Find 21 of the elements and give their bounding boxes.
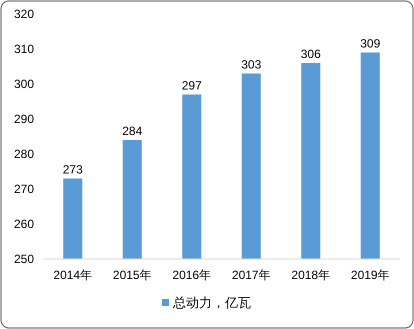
- legend-label: 总动力，亿瓦: [172, 295, 251, 310]
- x-tick-label: 2017年: [232, 268, 271, 282]
- y-tick-label: 290: [14, 112, 34, 126]
- y-tick-label: 270: [14, 182, 34, 196]
- x-tick-label: 2019年: [350, 268, 390, 282]
- y-tick-label: 250: [14, 252, 34, 266]
- data-label: 303: [241, 58, 262, 72]
- x-tick-label: 2015年: [112, 268, 152, 282]
- y-tick-label: 280: [14, 147, 34, 161]
- y-tick-label: 310: [14, 42, 34, 56]
- x-tick-label: 2018年: [291, 268, 330, 282]
- data-label: 297: [182, 78, 202, 92]
- y-tick-label: 320: [14, 7, 34, 21]
- data-label: 306: [300, 47, 322, 61]
- x-tick-label: 2016年: [172, 268, 212, 282]
- data-label: 273: [62, 162, 84, 176]
- data-label: 284: [122, 124, 143, 138]
- x-tick-label: 2014年: [53, 268, 92, 282]
- y-tick-label: 300: [14, 77, 34, 91]
- data-label: 309: [360, 36, 381, 50]
- y-tick-label: 260: [14, 217, 34, 231]
